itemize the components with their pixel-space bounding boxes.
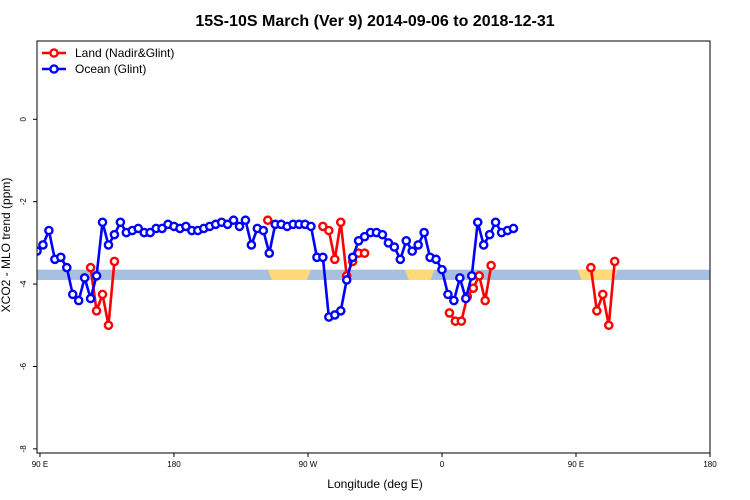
reference-band-land-segment bbox=[267, 269, 311, 280]
ocean-series-point bbox=[85, 293, 96, 304]
land-series-point bbox=[97, 289, 108, 300]
ocean-series-point bbox=[264, 248, 275, 258]
land-series-point bbox=[329, 254, 340, 265]
land-series-point bbox=[468, 283, 479, 294]
legend-item-ocean: Ocean (Glint) bbox=[42, 62, 146, 76]
ocean-series-point bbox=[56, 252, 66, 263]
ocean-series-point bbox=[490, 217, 501, 228]
legend-label: Ocean (Glint) bbox=[75, 62, 146, 76]
ocean-series-point bbox=[258, 225, 269, 236]
reference-band-land-segment bbox=[577, 269, 618, 280]
ocean-series-point bbox=[73, 295, 84, 306]
land-series-point bbox=[262, 215, 273, 226]
land-series-point bbox=[592, 306, 602, 316]
land-series-point bbox=[103, 320, 114, 331]
legend-swatch-marker bbox=[49, 48, 59, 58]
land-series-point bbox=[324, 225, 334, 236]
ocean-series-point bbox=[91, 271, 102, 281]
land-series-point bbox=[85, 262, 96, 273]
y-tick-label: -4 bbox=[19, 280, 28, 288]
ocean-series-point bbox=[341, 275, 352, 285]
x-tick-label: 180 bbox=[167, 460, 181, 469]
legend-swatch-marker bbox=[49, 64, 59, 74]
ocean-series-point bbox=[484, 229, 495, 240]
plot-area bbox=[37, 215, 710, 331]
ocean-series-point bbox=[67, 289, 78, 300]
x-tick-label: 0 bbox=[440, 460, 445, 469]
ocean-series-point bbox=[335, 306, 346, 316]
ocean-series-point bbox=[437, 264, 447, 275]
reference-band-land-segment bbox=[404, 269, 435, 280]
legend: Land (Nadir&Glint) Ocean (Glint) bbox=[42, 46, 174, 76]
land-series-point bbox=[586, 262, 596, 273]
ocean-series-point bbox=[478, 240, 489, 250]
ocean-series-point bbox=[109, 229, 120, 240]
axes: 90 E 180 90 W 0 90 E 180 0 -2 -4 -6 -8 bbox=[19, 117, 717, 469]
y-tick-label: -6 bbox=[19, 362, 28, 370]
ocean-series-point bbox=[228, 215, 239, 226]
x-tick-label: 180 bbox=[703, 460, 717, 469]
ocean-series-point bbox=[38, 240, 48, 250]
ocean-series-point bbox=[246, 240, 257, 250]
land-series-point bbox=[486, 260, 496, 271]
ocean-series-point bbox=[306, 221, 316, 232]
ocean-series-point bbox=[466, 271, 477, 281]
ocean-series-point bbox=[318, 252, 328, 263]
x-tick-label: 90 E bbox=[32, 460, 48, 469]
ocean-series-point bbox=[508, 223, 519, 234]
ocean-series-point bbox=[472, 217, 483, 228]
land-series-point bbox=[603, 320, 614, 331]
land-series-point bbox=[359, 248, 370, 258]
ocean-series-point bbox=[240, 215, 251, 226]
ocean-series-point bbox=[61, 262, 72, 273]
ocean-series-point bbox=[401, 236, 412, 246]
ocean-series-point bbox=[419, 227, 429, 238]
x-tick-label: 90 W bbox=[299, 460, 318, 469]
ocean-series-point bbox=[347, 252, 358, 263]
land-series-point bbox=[597, 289, 608, 300]
ocean-series-point bbox=[97, 217, 108, 228]
legend-label: Land (Nadir&Glint) bbox=[75, 46, 174, 60]
x-tick-label: 90 E bbox=[568, 460, 584, 469]
land-series-point bbox=[456, 316, 467, 326]
land-series-point bbox=[609, 256, 620, 267]
plot-frame bbox=[36, 40, 711, 454]
land-series-point bbox=[335, 217, 346, 228]
ocean-series-point bbox=[449, 295, 459, 306]
ocean-series-point bbox=[79, 273, 90, 283]
land-series-point bbox=[444, 308, 455, 318]
ocean-series-point bbox=[461, 293, 471, 304]
x-axis-label: Longitude (deg E) bbox=[327, 477, 422, 491]
ocean-series-point bbox=[103, 240, 114, 250]
land-series-point bbox=[480, 295, 490, 306]
reference-band bbox=[37, 269, 710, 280]
ocean-series-point bbox=[407, 246, 418, 256]
ocean-series-point bbox=[431, 254, 441, 265]
ocean-series-point bbox=[115, 217, 126, 228]
ocean-series-point bbox=[395, 254, 406, 265]
ocean-series-point bbox=[443, 289, 453, 300]
ocean-series-point bbox=[455, 273, 465, 283]
legend-item-land: Land (Nadir&Glint) bbox=[42, 46, 174, 60]
y-tick-label: -2 bbox=[19, 198, 28, 206]
y-tick-label: 0 bbox=[19, 117, 28, 122]
ocean-series-point bbox=[389, 242, 400, 252]
land-series-point bbox=[474, 271, 485, 281]
land-series-point bbox=[109, 256, 120, 267]
ocean-series-point bbox=[44, 225, 54, 236]
ocean-series-point bbox=[234, 221, 245, 232]
ocean-series-point bbox=[377, 229, 388, 240]
y-tick-label: -8 bbox=[19, 445, 28, 453]
land-series-point bbox=[91, 306, 102, 316]
ocean-series-point bbox=[413, 240, 423, 250]
y-axis-label: XCO2 - MLO trend (ppm) bbox=[0, 178, 13, 313]
chart-title: 15S-10S March (Ver 9) 2014-09-06 to 2018… bbox=[195, 13, 554, 30]
